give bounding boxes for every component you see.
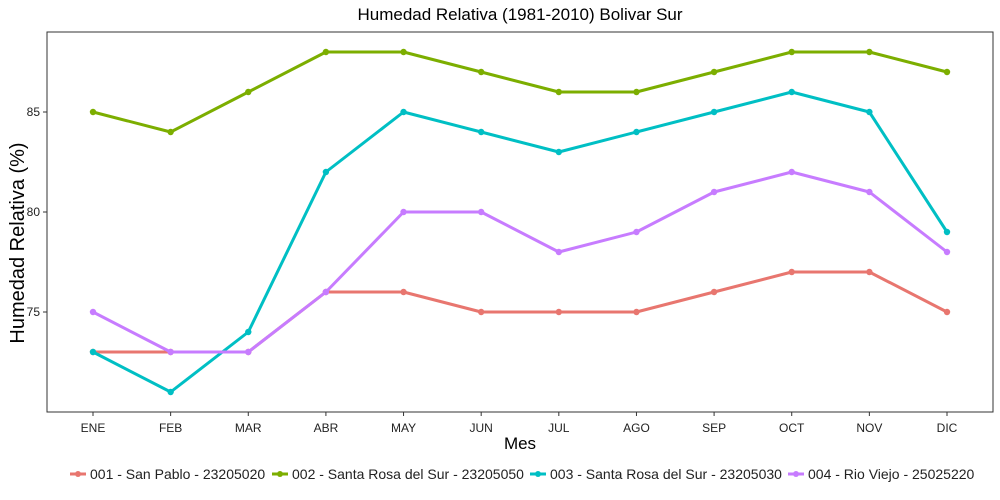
data-point — [788, 268, 795, 276]
data-point — [710, 188, 718, 196]
legend: 001 - San Pablo - 23205020 002 - Santa Ro… — [70, 466, 975, 482]
data-point — [89, 308, 97, 316]
series-1 — [89, 268, 951, 356]
data-point — [555, 148, 563, 156]
y-axis-title: Humedad Relativa (%) — [7, 142, 29, 343]
data-point — [245, 348, 252, 356]
legend-label: 001 - San Pablo - 23205020 — [90, 466, 265, 482]
chart-title: Humedad Relativa (1981-2010) Bolivar Sur — [357, 5, 682, 24]
data-point — [633, 128, 640, 136]
data-point — [477, 308, 485, 316]
x-tick-label: DIC — [937, 421, 958, 435]
y-tick-label: 80 — [27, 205, 41, 219]
series-line — [91, 170, 949, 354]
x-tick-label: ENE — [81, 421, 106, 435]
data-point — [788, 168, 795, 176]
data-point — [245, 88, 252, 96]
data-point — [89, 348, 97, 356]
data-point — [633, 308, 640, 316]
data-point — [866, 188, 873, 196]
data-point — [788, 48, 795, 56]
legend-item: 003 - Santa Rosa del Sur - 23205030 — [530, 466, 782, 482]
legend-key-point — [277, 471, 283, 477]
data-point — [866, 108, 873, 116]
data-point — [633, 228, 640, 236]
data-point — [943, 68, 951, 76]
series-3 — [89, 88, 951, 396]
x-tick-label: OCT — [779, 421, 805, 435]
series-line — [91, 270, 949, 354]
x-tick-label: MAY — [391, 421, 416, 435]
data-point — [167, 348, 174, 356]
x-tick-label: MAR — [235, 421, 262, 435]
legend-item: 001 - San Pablo - 23205020 — [70, 466, 265, 482]
data-point — [788, 88, 795, 96]
legend-label: 004 - Rio Viejo - 25025220 — [808, 466, 975, 482]
series-2 — [89, 48, 951, 136]
data-point — [633, 88, 640, 96]
data-point — [167, 128, 174, 136]
data-point — [322, 48, 330, 56]
data-point — [322, 288, 330, 296]
data-point — [400, 108, 407, 116]
legend-key-point — [75, 471, 81, 477]
x-tick-label: JUL — [548, 421, 570, 435]
legend-key-point — [793, 471, 799, 477]
x-tick-label: JUN — [470, 421, 493, 435]
data-point — [322, 168, 330, 176]
data-point — [555, 308, 563, 316]
x-tick-label: SEP — [702, 421, 726, 435]
series-line — [91, 90, 949, 394]
data-point — [167, 388, 174, 396]
data-point — [555, 88, 563, 96]
y-tick-label: 75 — [27, 305, 41, 319]
x-tick-label: ABR — [314, 421, 339, 435]
data-point — [555, 248, 563, 256]
plot-frame — [46, 31, 994, 413]
data-point — [400, 288, 407, 296]
data-point — [710, 68, 718, 76]
data-point — [943, 228, 951, 236]
legend-label: 003 - Santa Rosa del Sur - 23205030 — [550, 466, 782, 482]
data-point — [400, 48, 407, 56]
x-axis: ENE FEB MAR ABR MAY JUN JUL AGO SEP OCT NOV DIC — [81, 412, 958, 435]
data-point — [710, 108, 718, 116]
data-point — [866, 268, 873, 276]
data-point — [710, 288, 718, 296]
x-tick-label: NOV — [856, 421, 882, 435]
data-point — [477, 128, 485, 136]
series-4 — [89, 168, 951, 356]
legend-item: 004 - Rio Viejo - 25025220 — [788, 466, 975, 482]
data-point — [477, 208, 485, 216]
x-tick-label: AGO — [623, 421, 650, 435]
data-point — [400, 208, 407, 216]
data-point — [943, 248, 951, 256]
y-tick-label: 85 — [27, 105, 41, 119]
y-axis: 75 80 85 — [27, 105, 47, 319]
x-tick-label: FEB — [159, 421, 182, 435]
series-line — [91, 50, 949, 134]
data-point — [477, 68, 485, 76]
legend-key-point — [535, 471, 541, 477]
data-point — [866, 48, 873, 56]
plot-area — [89, 48, 951, 396]
legend-item: 002 - Santa Rosa del Sur - 23205050 — [272, 466, 524, 482]
data-point — [245, 328, 252, 336]
x-axis-title: Mes — [504, 434, 536, 453]
data-point — [89, 108, 97, 116]
legend-label: 002 - Santa Rosa del Sur - 23205050 — [292, 466, 524, 482]
data-point — [943, 308, 951, 316]
